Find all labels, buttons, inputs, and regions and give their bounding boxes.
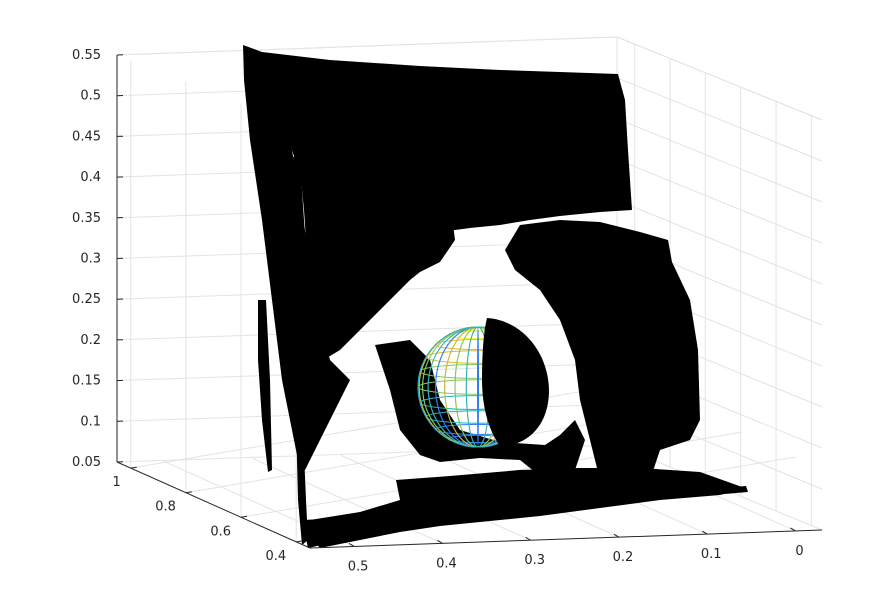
y-tick-mark (240, 515, 248, 518)
thin-post-cloud (258, 300, 272, 472)
y-tick-mark (296, 540, 303, 543)
top-back-edge (116, 36, 618, 56)
x-tick-mark (437, 539, 443, 544)
z-tick-label: 0.05 (72, 455, 101, 470)
z-tick-label: 0.45 (72, 129, 101, 144)
z-grid-line (616, 77, 823, 162)
point-cloud (243, 45, 748, 548)
sphere-occluded-half (482, 318, 549, 446)
y-tick-mark (185, 491, 193, 494)
x-axis-line (309, 529, 823, 549)
z-tick-label: 0.55 (72, 48, 101, 63)
y-tick-label: 0.4 (266, 549, 287, 564)
z-tick-label: 0.3 (80, 252, 101, 267)
x-tick-mark (613, 533, 620, 538)
z-tick-label: 0.2 (80, 333, 101, 348)
sphere-longitude-line (477, 326, 479, 448)
z-grid-line (616, 199, 823, 285)
x-tick-label: 0.5 (348, 559, 369, 574)
z-grid-line (116, 322, 618, 341)
x-tick-label: 0 (795, 544, 803, 559)
z-grid-line (616, 118, 823, 203)
z-tick-label: 0.4 (80, 170, 101, 185)
x-tick-label: 0.3 (524, 553, 545, 568)
x-tick-mark (348, 543, 355, 547)
pillar-cloud (290, 155, 308, 545)
z-grid-line (616, 158, 823, 244)
right-box-cloud (505, 220, 700, 490)
z-tick-label: 0.15 (72, 374, 101, 389)
y-tick-mark (130, 466, 137, 469)
y-axis-line (116, 461, 311, 549)
z-tick-label: 0.35 (72, 211, 101, 226)
x-axis-ticks: 0.5 0.4 0.3 0.2 0.1 0 (348, 527, 804, 574)
y-tick-label: 0.6 (210, 524, 231, 539)
x-tick-label: 0.2 (613, 550, 634, 565)
z-tick-label: 0.25 (72, 292, 101, 307)
z-tick-label: 0.5 (80, 89, 101, 104)
x-tick-label: 0.4 (436, 556, 457, 571)
x-tick-mark (701, 530, 708, 535)
x-tick-mark (525, 536, 531, 541)
y-tick-label: 1 (113, 475, 121, 490)
z-tick-label: 0.1 (80, 414, 101, 429)
x-tick-mark (790, 527, 796, 532)
y-axis-ticks: 1 0.8 0.6 0.4 (113, 466, 303, 564)
top-right-edge (616, 36, 823, 121)
y-tick-label: 0.8 (155, 500, 176, 515)
arc-shelf-cloud (300, 160, 455, 362)
floor-edge-cloud (302, 486, 748, 548)
z-axis-ticks: 0.55 0.5 0.45 0.4 0.35 0.3 0.25 0.2 0.15 0.1 0.05 (72, 48, 124, 470)
pedestal-cloud (375, 340, 585, 480)
x-tick-label: 0.1 (701, 547, 722, 562)
